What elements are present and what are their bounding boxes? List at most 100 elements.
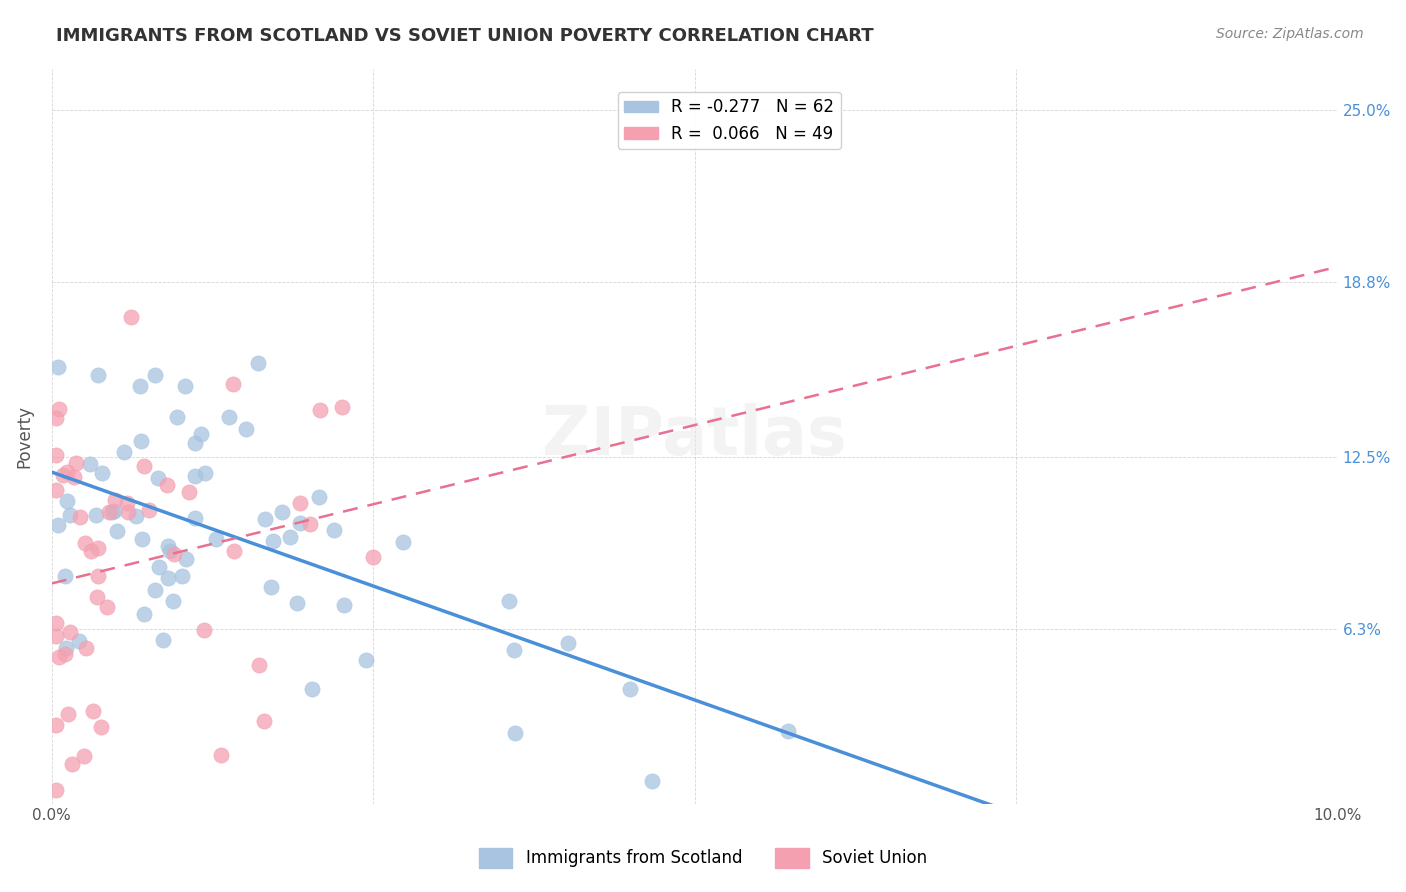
Text: Source: ZipAtlas.com: Source: ZipAtlas.com (1216, 27, 1364, 41)
Point (87, 368, 110, 382)
Point (80, 544, 103, 558)
Point (156, 478, 179, 492)
Point (557, 635, 579, 649)
Point (285, 596, 308, 610)
Point (56, 493, 79, 508)
Point (146, 471, 169, 485)
Point (45, 718, 67, 732)
Point (505, 726, 527, 740)
Point (45, 483, 67, 498)
Point (262, 534, 284, 549)
Point (48, 402, 70, 417)
Point (184, 436, 207, 450)
Point (73, 748, 96, 763)
Point (45, 629, 67, 643)
Point (166, 410, 188, 425)
Point (143, 582, 166, 597)
Point (55, 640, 77, 655)
Point (69, 509, 91, 524)
Point (170, 569, 193, 583)
Point (90, 720, 112, 734)
Text: IMMIGRANTS FROM SCOTLAND VS SOVIET UNION POVERTY CORRELATION CHART: IMMIGRANTS FROM SCOTLAND VS SOVIET UNION… (56, 27, 875, 45)
Point (114, 445, 136, 459)
Point (290, 496, 312, 510)
Point (330, 401, 353, 415)
Point (332, 598, 354, 612)
Point (45, 782, 67, 797)
Point (134, 607, 156, 621)
Text: ZIPatlas: ZIPatlas (543, 403, 846, 469)
Point (278, 530, 301, 544)
Point (174, 551, 197, 566)
Point (120, 310, 142, 324)
Point (163, 547, 186, 561)
Point (143, 368, 166, 383)
Point (45, 616, 67, 631)
Point (53, 569, 76, 583)
Point (46, 517, 69, 532)
Point (288, 516, 311, 530)
Point (65, 456, 87, 470)
Point (183, 510, 205, 524)
Point (298, 516, 321, 531)
Point (46, 359, 69, 374)
Point (132, 459, 155, 474)
Point (503, 643, 526, 657)
Point (309, 402, 332, 417)
Point (59, 624, 82, 639)
Point (55, 465, 77, 479)
Point (117, 496, 139, 510)
Point (222, 376, 245, 391)
Point (48, 650, 70, 665)
Point (138, 503, 160, 517)
Point (174, 379, 197, 393)
Point (131, 532, 153, 546)
Point (211, 747, 233, 762)
Point (125, 509, 148, 524)
Point (96, 599, 118, 614)
Point (179, 485, 201, 500)
Point (270, 505, 292, 519)
Point (101, 505, 124, 519)
Point (87, 541, 110, 556)
Point (128, 378, 150, 392)
Point (193, 624, 215, 638)
Point (52, 467, 75, 482)
Point (91, 467, 114, 481)
Point (183, 469, 205, 483)
Point (45, 411, 67, 425)
Point (152, 633, 174, 648)
Point (53, 648, 76, 662)
Point (117, 504, 139, 518)
Point (354, 653, 377, 667)
Point (224, 544, 246, 558)
Point (247, 657, 270, 672)
Point (235, 422, 257, 436)
Point (159, 544, 181, 558)
Point (129, 434, 152, 449)
Point (194, 466, 217, 480)
Point (204, 532, 226, 546)
Point (87, 569, 110, 583)
Point (323, 524, 346, 538)
Point (776, 723, 799, 738)
Point (498, 594, 520, 608)
Point (361, 550, 384, 565)
Point (62, 469, 84, 483)
Point (67, 634, 90, 648)
Point (308, 490, 330, 504)
Point (190, 426, 212, 441)
Point (162, 594, 184, 608)
Point (253, 714, 276, 728)
Y-axis label: Poverty: Poverty (15, 405, 32, 467)
Point (82, 704, 104, 718)
Point (84, 508, 107, 523)
Point (641, 774, 664, 789)
Point (59, 508, 82, 522)
Point (98, 505, 121, 519)
Point (619, 682, 641, 697)
Point (105, 524, 128, 538)
Point (218, 409, 240, 424)
Point (45, 448, 67, 462)
Point (157, 571, 180, 585)
